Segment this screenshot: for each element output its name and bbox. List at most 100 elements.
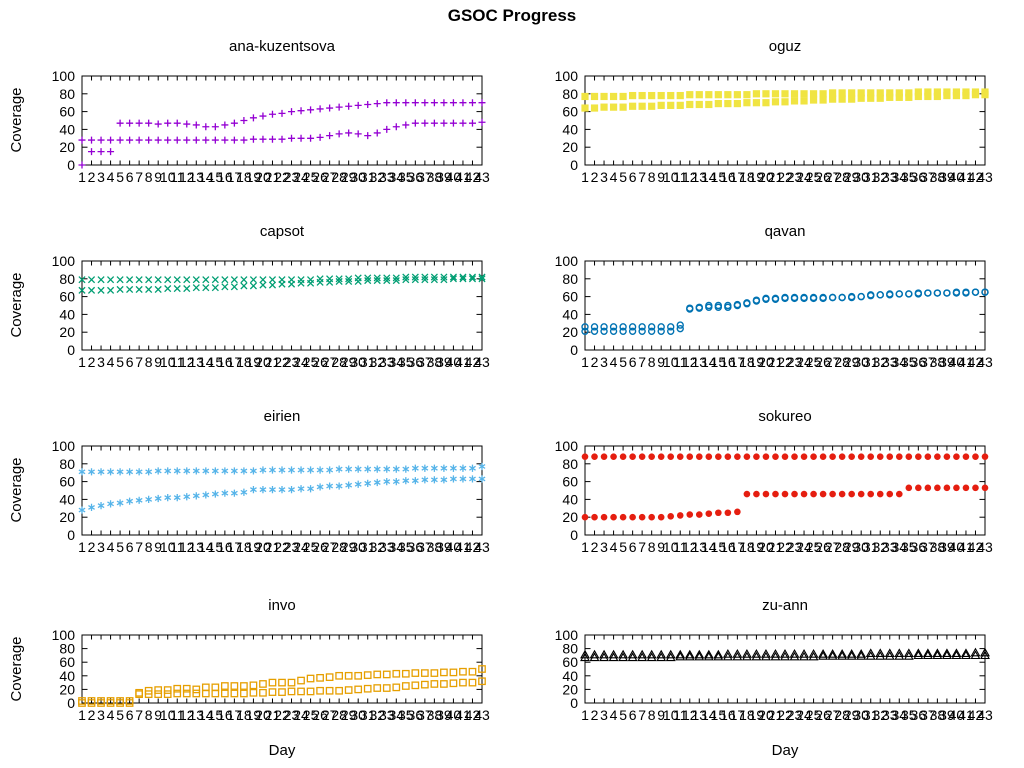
svg-text:80: 80 [59,86,75,102]
svg-text:100: 100 [52,253,76,269]
svg-text:25: 25 [806,354,822,370]
svg-text:9: 9 [154,707,162,723]
svg-text:11: 11 [673,707,688,723]
svg-text:0: 0 [67,695,75,711]
svg-text:28: 28 [834,169,850,185]
svg-text:19: 19 [246,707,262,723]
svg-text:23: 23 [787,539,803,555]
svg-text:10: 10 [160,539,176,555]
subplot-title-sokureo: sokureo [758,408,812,425]
svg-text:10: 10 [663,354,679,370]
svg-text:32: 32 [369,169,385,185]
plot-area-eirien: 1 2 3 4 5 6 7 8 91011121314151617181920212223242… [52,438,490,555]
svg-text:20: 20 [758,539,774,555]
svg-text:42: 42 [465,707,481,723]
svg-text:4: 4 [610,707,618,723]
svg-text:36: 36 [408,539,424,555]
subplot-title-oguz: oguz [768,38,802,55]
page-title: GSOC Progress [447,6,577,25]
svg-text:9: 9 [154,354,162,370]
svg-text:20: 20 [758,354,774,370]
svg-text:12: 12 [179,169,195,185]
svg-text:29: 29 [341,354,357,370]
svg-text:5: 5 [619,354,627,370]
svg-text:28: 28 [331,539,347,555]
svg-text:5: 5 [116,539,124,555]
svg-text:28: 28 [834,707,850,723]
svg-text:21: 21 [768,169,784,185]
svg-text:22: 22 [274,707,290,723]
svg-text:24: 24 [293,539,309,555]
svg-text:41: 41 [455,539,471,555]
svg-text:14: 14 [198,354,214,370]
svg-text:27: 27 [825,707,841,723]
svg-text:42: 42 [968,707,984,723]
svg-text:40: 40 [562,668,578,684]
svg-text:38: 38 [427,707,443,723]
svg-text:36: 36 [911,169,927,185]
svg-text:31: 31 [863,539,879,555]
plot-area-capsot: 1 2 3 4 5 6 7 8 91011121314151617181920212223242… [52,253,490,370]
svg-text:15: 15 [208,707,224,723]
svg-text:6: 6 [126,354,134,370]
svg-text:4: 4 [610,169,618,185]
svg-text:39: 39 [939,707,955,723]
svg-text:60: 60 [562,289,578,305]
svg-text:22: 22 [777,707,793,723]
svg-text:80: 80 [59,641,75,657]
svg-text:31: 31 [360,169,376,185]
svg-text:23: 23 [284,539,300,555]
svg-text:22: 22 [274,169,290,185]
svg-text:20: 20 [255,539,271,555]
svg-text:8: 8 [648,707,656,723]
svg-text:33: 33 [882,354,898,370]
svg-text:36: 36 [911,707,927,723]
svg-text:27: 27 [322,707,338,723]
svg-text:32: 32 [872,707,888,723]
x-axis-label-right-column: Day [771,742,799,759]
svg-text:20: 20 [758,169,774,185]
svg-text:8: 8 [145,539,153,555]
svg-text:24: 24 [293,169,309,185]
svg-text:4: 4 [610,354,618,370]
svg-text:17: 17 [227,169,243,185]
svg-text:1: 1 [78,354,86,370]
svg-text:43: 43 [474,539,490,555]
svg-text:16: 16 [217,354,233,370]
plot-area-zu-ann: 1 2 3 4 5 6 7 8 91011121314151617181920212223242… [555,627,993,723]
subplot-title-zu-ann: zu-ann [762,597,808,614]
svg-text:60: 60 [59,474,75,490]
y-axis-label-row2: Coverage [8,272,25,338]
svg-text:32: 32 [872,354,888,370]
svg-text:14: 14 [198,169,214,185]
svg-text:100: 100 [555,627,579,643]
svg-text:18: 18 [739,169,755,185]
svg-text:30: 30 [853,539,869,555]
svg-text:24: 24 [796,707,812,723]
svg-text:10: 10 [663,169,679,185]
svg-text:1: 1 [78,707,86,723]
svg-text:17: 17 [227,707,243,723]
svg-text:34: 34 [388,169,404,185]
svg-text:5: 5 [116,169,124,185]
svg-text:11: 11 [673,539,688,555]
svg-text:40: 40 [949,169,965,185]
svg-text:30: 30 [853,707,869,723]
svg-text:100: 100 [555,253,579,269]
svg-text:37: 37 [417,354,433,370]
svg-text:32: 32 [369,354,385,370]
svg-text:12: 12 [682,354,698,370]
svg-text:2: 2 [591,707,599,723]
svg-text:12: 12 [179,354,195,370]
svg-text:11: 11 [673,169,688,185]
svg-text:60: 60 [562,654,578,670]
svg-text:38: 38 [427,354,443,370]
svg-text:40: 40 [59,668,75,684]
svg-text:60: 60 [59,654,75,670]
svg-text:1: 1 [581,169,589,185]
svg-text:20: 20 [255,707,271,723]
svg-text:21: 21 [768,707,784,723]
svg-text:16: 16 [720,539,736,555]
svg-text:30: 30 [853,169,869,185]
svg-text:16: 16 [720,707,736,723]
